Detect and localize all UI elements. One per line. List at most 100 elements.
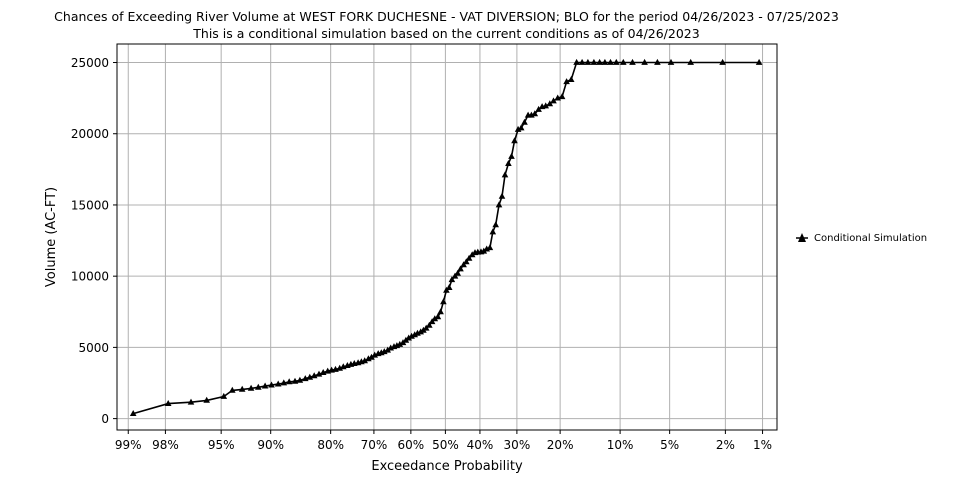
data-point-marker bbox=[535, 105, 542, 112]
data-point-marker bbox=[601, 58, 609, 65]
series-conditional-simulation bbox=[129, 58, 763, 416]
data-point-marker bbox=[164, 400, 172, 406]
data-point-marker bbox=[247, 384, 255, 391]
data-point-marker bbox=[434, 313, 442, 320]
data-point-marker bbox=[629, 58, 636, 65]
data-point-marker bbox=[291, 377, 299, 384]
data-point-marker bbox=[613, 58, 620, 65]
chart-title: Chances of Exceeding River Volume at WES… bbox=[54, 9, 839, 24]
x-tick-label: 70% bbox=[361, 438, 388, 452]
series-line bbox=[132, 61, 760, 415]
y-tick-label: 10000 bbox=[71, 270, 109, 284]
grid-lines bbox=[117, 44, 777, 430]
x-tick-label: 90% bbox=[257, 438, 284, 452]
data-point-marker bbox=[268, 381, 275, 388]
x-tick-label: 60% bbox=[398, 438, 425, 452]
x-tick-label: 40% bbox=[467, 438, 494, 452]
data-point-marker bbox=[255, 383, 262, 390]
data-point-marker bbox=[517, 124, 525, 131]
data-point-marker bbox=[457, 265, 464, 272]
legend: Conditional Simulation bbox=[796, 230, 927, 246]
data-point-marker bbox=[448, 276, 456, 283]
data-point-marker bbox=[584, 58, 592, 65]
x-tick-label: 80% bbox=[317, 438, 344, 452]
data-point-marker bbox=[280, 379, 288, 386]
y-tick-label: 25000 bbox=[71, 56, 109, 70]
data-point-marker bbox=[296, 376, 304, 383]
x-tick-label: 95% bbox=[208, 438, 235, 452]
data-point-marker bbox=[361, 357, 368, 364]
data-point-marker bbox=[315, 370, 323, 377]
data-point-marker bbox=[590, 58, 598, 65]
data-point-marker bbox=[687, 58, 694, 65]
data-point-marker bbox=[498, 192, 506, 199]
x-tick-label: 98% bbox=[152, 438, 179, 452]
data-point-marker bbox=[274, 380, 282, 387]
x-tick-label: 50% bbox=[432, 438, 459, 452]
data-point-marker bbox=[445, 284, 453, 290]
axis-ticks: 99% 98% 95% 90% 80% 70% 60% 50% 40% 30% 20% 10% 5% 2%… bbox=[71, 56, 772, 452]
data-point-marker bbox=[129, 410, 137, 416]
data-point-marker bbox=[567, 76, 575, 82]
data-point-marker bbox=[755, 58, 763, 65]
data-point-marker bbox=[521, 118, 528, 125]
data-point-marker bbox=[463, 258, 470, 265]
data-point-marker bbox=[465, 254, 473, 261]
data-point-marker bbox=[440, 298, 447, 305]
data-point-marker bbox=[486, 244, 494, 251]
x-tick-label: 5% bbox=[660, 438, 679, 452]
data-point-marker bbox=[578, 58, 586, 65]
y-tick-label: 0 bbox=[101, 412, 109, 426]
x-tick-label: 99% bbox=[115, 438, 142, 452]
data-point-marker bbox=[546, 100, 554, 107]
plot-area bbox=[116, 43, 778, 431]
y-tick-label: 5000 bbox=[78, 341, 109, 355]
data-point-marker bbox=[405, 334, 412, 341]
data-point-marker bbox=[426, 321, 433, 328]
data-point-marker bbox=[508, 152, 515, 159]
data-point-marker bbox=[220, 392, 228, 399]
data-point-marker bbox=[505, 160, 512, 166]
data-point-marker bbox=[641, 58, 648, 65]
y-axis-label: Volume (AC-FT) bbox=[44, 187, 59, 287]
x-tick-label: 10% bbox=[607, 438, 634, 452]
data-point-marker bbox=[368, 353, 375, 360]
chart-subtitle: This is a conditional simulation based o… bbox=[193, 26, 700, 41]
data-point-marker bbox=[310, 372, 318, 379]
x-tick-label: 2% bbox=[716, 438, 735, 452]
legend-label: Conditional Simulation bbox=[814, 232, 928, 244]
x-tick-label: 1% bbox=[753, 438, 772, 452]
x-tick-label: 20% bbox=[547, 438, 574, 452]
data-point-marker bbox=[531, 110, 539, 117]
data-point-marker bbox=[550, 97, 557, 104]
data-point-marker bbox=[454, 269, 461, 276]
data-point-marker bbox=[607, 58, 614, 65]
data-point-marker bbox=[229, 386, 236, 393]
data-point-marker bbox=[654, 58, 661, 65]
data-point-marker bbox=[480, 247, 488, 254]
data-point-marker bbox=[573, 58, 580, 65]
x-axis-label: Exceedance Probability bbox=[371, 459, 523, 474]
data-point-marker bbox=[384, 346, 391, 353]
data-point-marker bbox=[417, 328, 424, 335]
y-tick-label: 15000 bbox=[71, 198, 109, 212]
y-tick-label: 20000 bbox=[71, 127, 109, 141]
data-point-marker bbox=[667, 58, 675, 65]
data-point-marker bbox=[501, 171, 509, 178]
data-point-marker bbox=[511, 137, 518, 144]
data-point-marker bbox=[558, 93, 566, 100]
data-point-marker bbox=[261, 382, 269, 389]
data-point-marker bbox=[719, 58, 726, 65]
data-point-marker bbox=[495, 201, 503, 208]
data-point-marker bbox=[238, 385, 246, 392]
data-point-marker bbox=[396, 340, 404, 347]
data-point-marker bbox=[596, 58, 603, 65]
legend-marker-icon bbox=[796, 232, 808, 244]
data-point-marker bbox=[437, 308, 444, 315]
data-point-marker bbox=[542, 102, 549, 109]
x-tick-label: 30% bbox=[504, 438, 531, 452]
data-point-marker bbox=[563, 78, 570, 85]
data-point-marker bbox=[285, 378, 293, 385]
